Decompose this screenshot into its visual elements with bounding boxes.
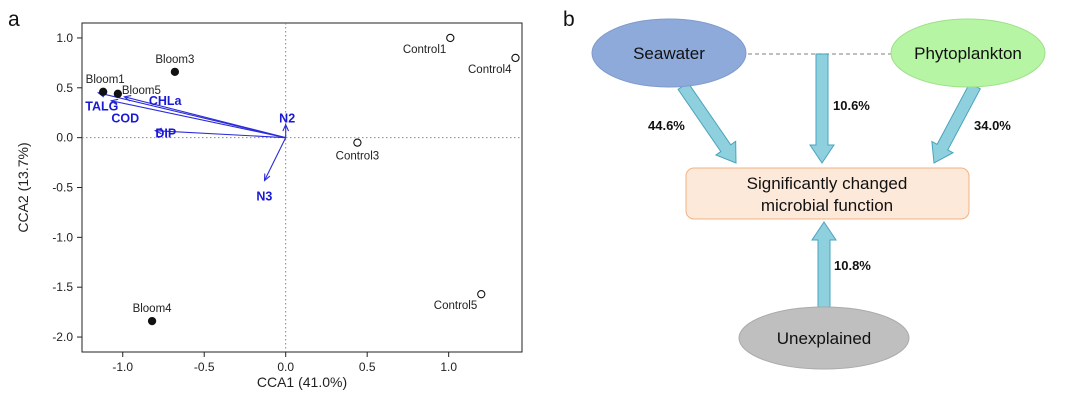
- x-axis-label: CCA1 (41.0%): [257, 374, 347, 390]
- y-tick-label: 0.5: [56, 81, 73, 95]
- x-tick-label: 0.5: [359, 360, 376, 374]
- x-tick-label: -1.0: [112, 360, 133, 374]
- x-tick-label: 1.0: [440, 360, 457, 374]
- center-label-line2: microbial function: [761, 196, 893, 215]
- vector-head-n2: [282, 123, 290, 132]
- panel-b-label: b: [563, 8, 575, 31]
- vector-label-dip: DIP: [155, 127, 176, 141]
- phytoplankton-node: [890, 18, 1046, 88]
- point-label-control3: Control3: [336, 151, 379, 163]
- y-axis-ticks: 1.0 0.5 0.0 -0.5 -1.0 -1.5 -2.0: [52, 31, 82, 344]
- y-tick-label: 0.0: [56, 131, 73, 145]
- shared-percentage: 10.6%: [833, 98, 870, 113]
- vector-label-cod: COD: [111, 112, 139, 126]
- vector-chla: [124, 96, 286, 139]
- vector-label-chla: CHLa: [149, 94, 183, 108]
- x-tick-label: -0.5: [194, 360, 215, 374]
- y-tick-label: 1.0: [56, 31, 73, 45]
- y-tick-label: -0.5: [52, 181, 73, 195]
- y-tick-label: -1.0: [52, 230, 73, 244]
- point-label-bloom1: Bloom1: [86, 74, 125, 86]
- contribution-diagram: Seawater Phytoplankton Significantly cha…: [591, 18, 1046, 370]
- point-control1: [446, 33, 455, 43]
- unexplained-percentage: 10.8%: [834, 258, 871, 273]
- y-tick-label: -1.5: [52, 280, 73, 294]
- reference-lines: [82, 23, 522, 352]
- cca-biplot: -1.0 -0.5 0.0 0.5 1.0 1.0 0.5 0.0 -0.5 -1.0 -1.5 -…: [52, 22, 523, 374]
- vector-label-n2: N2: [279, 112, 295, 126]
- sample-points: Bloom1 Bloom3 Bloom5 Bloom4 Control1 Control4…: [86, 33, 520, 326]
- unexplained-arrow: [811, 221, 837, 308]
- center-label-line1: Significantly changed: [747, 174, 908, 193]
- vector-head-chla: [123, 95, 132, 102]
- point-label-bloom5: Bloom5: [122, 85, 161, 97]
- unexplained-node: [738, 306, 910, 370]
- point-bloom4: [147, 316, 157, 326]
- shared-arrow: [809, 53, 835, 164]
- vector-dip: [155, 130, 286, 139]
- phytoplankton-label: Phytoplankton: [914, 44, 1022, 63]
- x-axis-ticks: -1.0 -0.5 0.0 0.5 1.0: [112, 352, 457, 374]
- vector-cod: [111, 100, 286, 139]
- vector-label-talg: TALG: [85, 100, 118, 114]
- point-bloom1: [99, 87, 108, 96]
- point-control3: [353, 138, 362, 147]
- microbial-function-box: [685, 167, 970, 220]
- seawater-arrow: [677, 81, 737, 164]
- point-label-bloom4: Bloom4: [133, 303, 173, 315]
- point-control5: [477, 290, 486, 299]
- seawater-node: [591, 18, 747, 88]
- y-axis-label: CCA2 (13.7%): [15, 142, 31, 232]
- point-label-bloom3: Bloom3: [155, 54, 194, 66]
- point-control4: [511, 53, 520, 63]
- panel-a-label: a: [8, 8, 20, 31]
- seawater-label: Seawater: [633, 44, 705, 63]
- vector-head-dip: [153, 127, 163, 135]
- point-label-control5: Control5: [434, 300, 477, 312]
- vector-head-cod: [110, 98, 119, 106]
- point-bloom5: [113, 89, 123, 98]
- point-label-control4: Control4: [468, 64, 512, 76]
- unexplained-label: Unexplained: [777, 329, 872, 348]
- phytoplankton-percentage: 34.0%: [974, 118, 1011, 133]
- vector-n3: [264, 137, 287, 181]
- x-tick-label: 0.0: [277, 360, 294, 374]
- point-label-control1: Control1: [403, 44, 446, 56]
- point-bloom3: [170, 67, 180, 77]
- vector-label-n3: N3: [256, 189, 272, 203]
- phytoplankton-arrow: [931, 82, 981, 164]
- seawater-percentage: 44.6%: [648, 118, 685, 133]
- vector-head-n3: [263, 173, 271, 182]
- y-tick-label: -2.0: [52, 330, 73, 344]
